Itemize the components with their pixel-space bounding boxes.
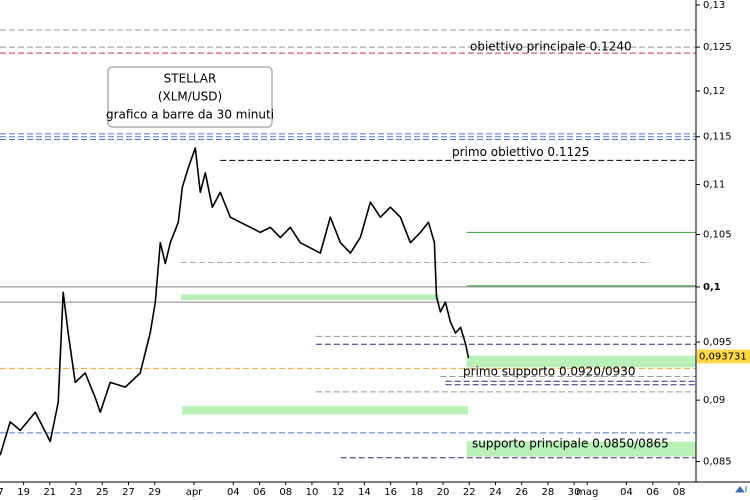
annotations: obiettivo principale 0.1240 primo obietti… <box>452 40 669 451</box>
x-tick-label: 16 <box>384 487 397 498</box>
x-tick-label: 27 <box>122 487 135 498</box>
x-tick-label: 08 <box>673 487 686 498</box>
y-tick-label: 0,085 <box>703 457 732 468</box>
x-tick-label: 04 <box>620 487 633 498</box>
x-tick-label: 18 <box>410 487 423 498</box>
x-tick-label: 30 <box>568 487 581 498</box>
x-tick-label: 28 <box>542 487 555 498</box>
x-tick-label: mag <box>576 487 598 498</box>
x-tick-label: 21 <box>43 487 56 498</box>
annotation: primo obiettivo 0.1125 <box>452 145 589 159</box>
annotation: primo supporto 0.0920/0930 <box>463 364 636 378</box>
levels <box>0 29 696 459</box>
x-tick-label: 04 <box>227 487 240 498</box>
y-tick-label: 0,1 <box>703 282 721 293</box>
support-band <box>466 441 696 457</box>
x-tick-label: 26 <box>515 487 528 498</box>
y-tick-label: 0,125 <box>703 42 732 53</box>
x-tick-label: 20 <box>437 487 450 498</box>
support-band <box>466 355 696 368</box>
annotation: obiettivo principale 0.1240 <box>470 40 632 54</box>
title-line: grafico a barre da 30 minuti <box>106 108 274 122</box>
x-tick-label: 29 <box>148 487 161 498</box>
x-tick-label: 17 <box>0 487 4 498</box>
x-tick-label: 10 <box>306 487 319 498</box>
annotation: supporto principale 0.0850/0865 <box>472 437 669 451</box>
x-tick-label: 19 <box>17 487 30 498</box>
x-tick-label: 14 <box>358 487 371 498</box>
scroll-icon[interactable] <box>734 486 747 493</box>
title-box <box>107 66 273 128</box>
y-tick-label: 0,105 <box>703 229 732 240</box>
y-tick-label: 0,115 <box>703 132 732 143</box>
y-tick-label: 0,12 <box>703 86 725 97</box>
x-tick-label: 25 <box>96 487 109 498</box>
y-tick-label: 0,13 <box>703 0 725 11</box>
x-tick-label: 22 <box>463 487 476 498</box>
x-tick-label: apr <box>186 487 203 498</box>
x-tick-label: 23 <box>70 487 83 498</box>
y-tick-label: 0,095 <box>703 337 732 348</box>
title-line: STELLAR <box>164 72 217 86</box>
x-tick-label: 08 <box>279 487 292 498</box>
support-band <box>182 406 468 415</box>
last-price-label: 0,093731 <box>699 351 747 362</box>
y-tick-label: 0,11 <box>703 179 725 190</box>
x-tick-label: 12 <box>332 487 345 498</box>
series <box>0 147 470 456</box>
last-price-box <box>697 349 750 364</box>
x-tick-label: 06 <box>646 487 659 498</box>
y-tick-label: 0,09 <box>703 395 725 406</box>
title-line: (XLM/USD) <box>158 90 222 104</box>
price-line <box>0 147 470 456</box>
bands <box>180 294 696 457</box>
x-tick-label: 24 <box>489 487 502 498</box>
support-band <box>180 294 440 300</box>
x-tick-label: 06 <box>253 487 266 498</box>
